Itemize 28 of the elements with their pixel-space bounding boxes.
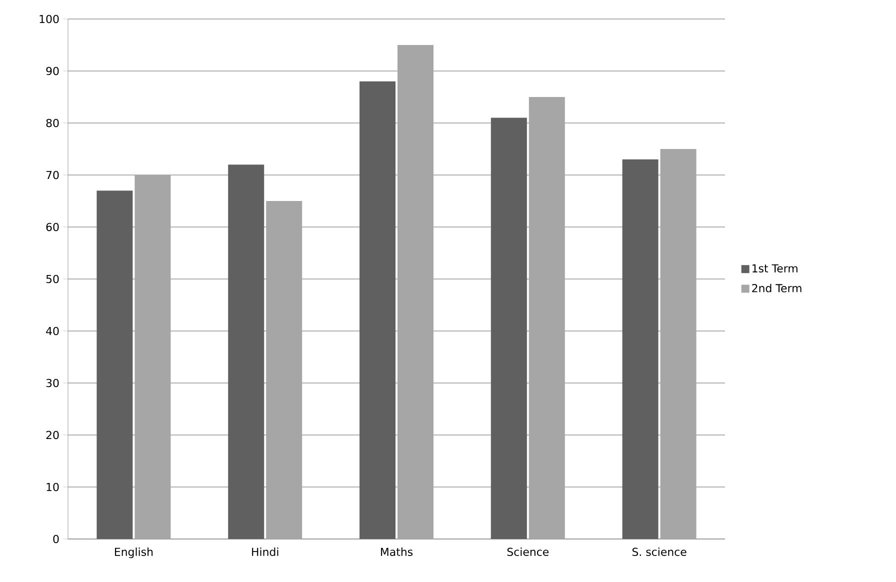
legend-label: 2nd Term — [752, 284, 802, 292]
bar — [134, 174, 171, 539]
y-tick-label: 40 — [46, 326, 59, 336]
bar — [528, 96, 565, 539]
x-tick-label: English — [114, 548, 153, 558]
y-tick-label: 80 — [46, 118, 59, 128]
x-tick-label: Maths — [381, 548, 413, 556]
y-tick-label: 100 — [40, 14, 59, 24]
bar — [266, 200, 302, 539]
y-tick-label: 20 — [46, 430, 59, 440]
bar — [622, 159, 658, 539]
bar — [660, 148, 696, 539]
y-tick-label: 50 — [46, 274, 59, 284]
bar — [228, 164, 264, 539]
x-tick-label: Hindi — [252, 548, 278, 556]
bar — [490, 118, 527, 539]
bar — [96, 190, 133, 539]
y-tick-label: 0 — [53, 534, 59, 544]
y-tick-label: 60 — [46, 222, 59, 232]
y-tick-label: 10 — [46, 482, 59, 492]
y-tick-label: 70 — [46, 170, 59, 180]
bar — [360, 81, 396, 539]
y-tick-label: 90 — [46, 66, 59, 76]
legend-label: 1st Term — [752, 264, 798, 272]
x-tick-label: S. science — [632, 548, 686, 556]
y-tick-label: 30 — [46, 378, 59, 388]
bar — [398, 44, 434, 539]
x-tick-label: Science — [507, 548, 549, 556]
